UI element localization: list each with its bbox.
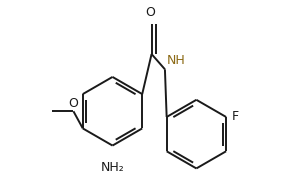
Text: F: F bbox=[232, 110, 239, 123]
Text: NH: NH bbox=[167, 54, 186, 67]
Text: O: O bbox=[145, 6, 155, 19]
Text: O: O bbox=[68, 97, 78, 110]
Text: NH₂: NH₂ bbox=[101, 161, 124, 174]
